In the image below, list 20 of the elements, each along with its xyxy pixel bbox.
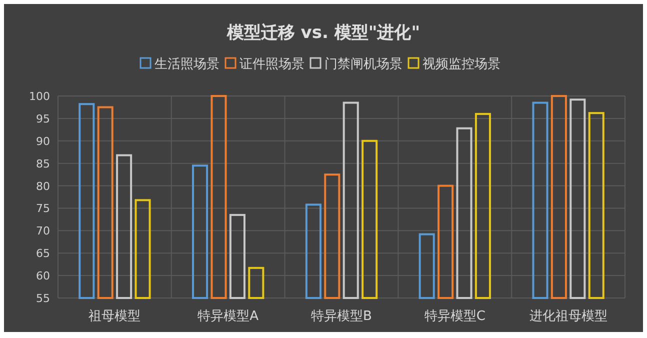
y-tick-label: 55 bbox=[36, 292, 50, 305]
y-tick-label: 65 bbox=[36, 247, 50, 260]
y-tick-label: 85 bbox=[36, 157, 50, 170]
legend-label: 视频监控场景 bbox=[422, 57, 500, 72]
y-tick-label: 90 bbox=[36, 134, 50, 148]
x-tick-label: 进化祖母模型 bbox=[529, 309, 608, 324]
x-tick-label: 祖母模型 bbox=[88, 309, 141, 324]
x-tick-label: 特异模型B bbox=[311, 309, 372, 324]
chart-title: 模型迁移 vs. 模型"进化" bbox=[226, 23, 420, 43]
y-tick-label: 60 bbox=[36, 270, 50, 283]
legend-label: 门禁闸机场景 bbox=[324, 56, 402, 72]
y-tick-label: 80 bbox=[36, 180, 50, 193]
x-tick-label: 特异模型A bbox=[198, 309, 259, 324]
y-tick-label: 95 bbox=[36, 112, 50, 126]
y-tick-label: 70 bbox=[36, 224, 50, 238]
legend-label: 生活照场景 bbox=[154, 57, 220, 72]
y-tick-label: 75 bbox=[36, 202, 50, 216]
y-tick-label: 100 bbox=[29, 90, 50, 103]
x-tick-label: 特异模型C bbox=[424, 309, 486, 324]
legend-label: 证件照场景 bbox=[240, 57, 304, 72]
